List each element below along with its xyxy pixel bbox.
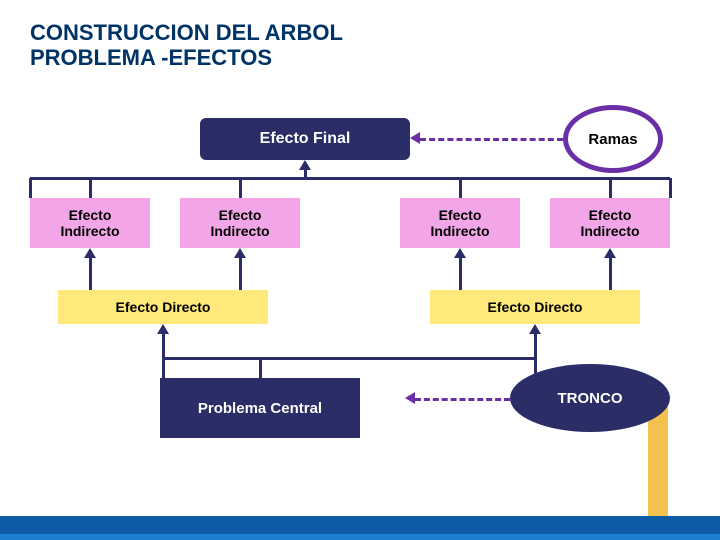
node-ind1: Efecto Indirecto: [30, 198, 150, 248]
connector-line: [89, 178, 92, 198]
arrow-head-icon: [157, 324, 169, 334]
arrow-head-icon: [410, 132, 420, 144]
node-dir1: Efecto Directo: [58, 290, 268, 324]
footer-bar: [0, 516, 720, 534]
arrow-head-icon: [604, 248, 616, 258]
node-dir2: Efecto Directo: [430, 290, 640, 324]
node-ind3: Efecto Indirecto: [400, 198, 520, 248]
footer-bar-accent: [0, 534, 720, 540]
connector-line: [459, 178, 462, 198]
connector-line: [459, 256, 462, 290]
arrow-head-icon: [84, 248, 96, 258]
dashed-connector: [420, 138, 563, 141]
arrow-head-icon: [234, 248, 246, 258]
arrow-head-icon: [454, 248, 466, 258]
ellipse-ramas: Ramas: [563, 105, 663, 173]
connector-line: [259, 358, 262, 378]
connector-line: [89, 256, 92, 290]
title-line-2: PROBLEMA -EFECTOS: [30, 45, 343, 70]
connector-line: [669, 178, 672, 198]
connector-line: [239, 256, 242, 290]
node-efecto_final: Efecto Final: [200, 118, 410, 160]
connector-line: [609, 178, 612, 198]
connector-line: [30, 177, 670, 180]
connector-line: [29, 178, 32, 198]
connector-line: [534, 332, 537, 378]
connector-line: [162, 332, 165, 378]
connector-line: [239, 178, 242, 198]
node-ind2: Efecto Indirecto: [180, 198, 300, 248]
connector-line: [163, 357, 535, 360]
arrow-head-icon: [299, 160, 311, 170]
connector-line: [609, 256, 612, 290]
arrow-head-icon: [405, 392, 415, 404]
page-title: CONSTRUCCION DEL ARBOL PROBLEMA -EFECTOS: [30, 20, 343, 71]
node-ind4: Efecto Indirecto: [550, 198, 670, 248]
arrow-head-icon: [529, 324, 541, 334]
node-problema: Problema Central: [160, 378, 360, 438]
title-line-1: CONSTRUCCION DEL ARBOL: [30, 20, 343, 45]
dashed-connector: [415, 398, 510, 401]
